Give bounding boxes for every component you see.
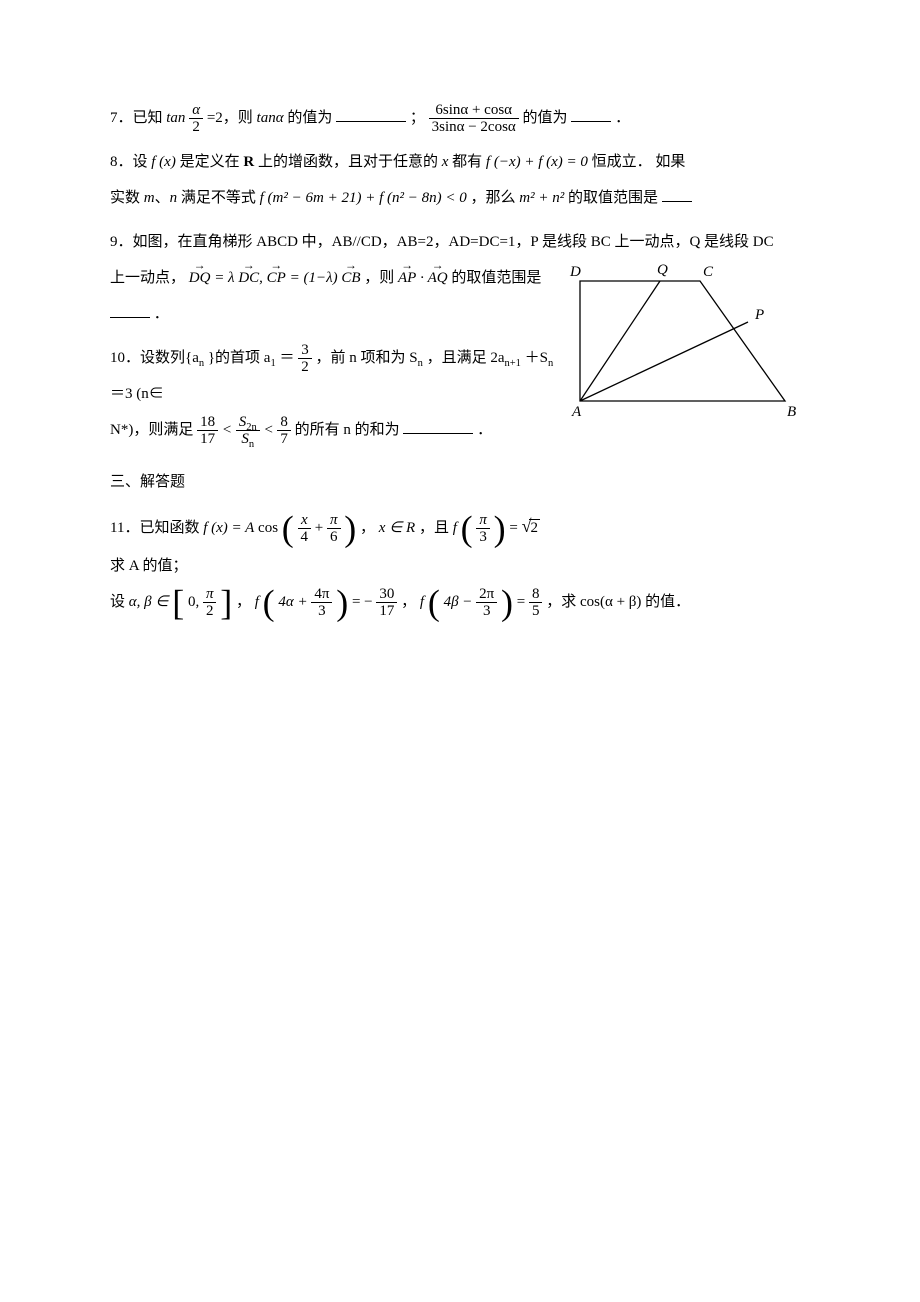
vec-DQ: DQ <box>189 260 211 296</box>
q10-frac-S2nSn: S2n Sn <box>236 414 260 448</box>
q7-devalue1: 的值为 <box>287 110 332 126</box>
vec-CP: CP <box>267 260 286 296</box>
q7-eq2: =2，则 <box>207 110 253 126</box>
q11-line1: 11．已知函数 f (x) = A cos ( x 4 + π 6 ) ， x … <box>110 505 800 548</box>
blank-q8 <box>662 184 692 202</box>
q9-line1: 9．如图，在直角梯形 ABCD 中，AB//CD，AB=2，AD=DC=1，P … <box>110 224 800 260</box>
svg-text:Q: Q <box>657 262 668 278</box>
q7-frac-alpha-2: α 2 <box>189 102 203 136</box>
svg-text:D: D <box>569 264 581 280</box>
q10-frac-32: 3 2 <box>298 342 312 376</box>
blank-q10 <box>403 416 473 434</box>
svg-text:C: C <box>703 264 714 280</box>
q7-prefix: 7．已知 <box>110 110 163 126</box>
section-3-heading: 三、解答题 <box>110 466 800 499</box>
sqrt-2-icon: √2 <box>522 505 540 548</box>
question-10: 10．设数列{an }的首项 a1 ＝ 3 2 ，前 n 项和为 Sn ，且满足… <box>110 340 800 448</box>
vec-CB: CB <box>341 260 360 296</box>
q7-semi: ； <box>410 110 425 126</box>
q7-devalue2: 的值为 <box>523 110 568 126</box>
q7-period: ． <box>615 110 630 126</box>
question-9: 9．如图，在直角梯形 ABCD 中，AB//CD，AB=2，AD=DC=1，P … <box>110 224 800 332</box>
blank-q9 <box>110 300 150 318</box>
q10-line1: 10．设数列{an }的首项 a1 ＝ 3 2 ，前 n 项和为 Sn ，且满足… <box>110 340 800 412</box>
q8-line1: 8．设 f (x) 是定义在 R 上的增函数，且对于任意的 x 都有 f (−x… <box>110 144 800 180</box>
question-7: 7．已知 tan α 2 =2，则 tanα 的值为 ； 6sinα + cos… <box>110 100 800 136</box>
q11-line3: 设 α, β ∈ [ 0, π 2 ] ， f ( 4α + 4π 3 ) = … <box>110 584 800 620</box>
question-11: 11．已知函数 f (x) = A cos ( x 4 + π 6 ) ， x … <box>110 505 800 620</box>
q7-tan1: tan <box>166 110 185 126</box>
vec-AP: AP <box>398 260 416 296</box>
q10-frac-87: 8 7 <box>277 414 291 448</box>
q7-frac-trig: 6sinα + cosα 3sinα − 2cosα <box>429 102 519 136</box>
q10-line2: N*)，则满足 18 17 < S2n Sn < 8 7 的所有 n 的和为 ． <box>110 412 800 448</box>
q10-frac-1817: 18 17 <box>197 414 218 448</box>
q7-tan2: tan <box>257 110 276 126</box>
blank-q7-2 <box>571 104 611 122</box>
q11-line2: 求 A 的值； <box>110 548 800 584</box>
question-8: 8．设 f (x) 是定义在 R 上的增函数，且对于任意的 x 都有 f (−x… <box>110 144 800 216</box>
q8-line2: 实数 m、n 满足不等式 f (m² − 6m + 21) + f (n² − … <box>110 180 800 216</box>
vec-AQ: AQ <box>428 260 448 296</box>
blank-q7-1 <box>336 104 406 122</box>
vec-DC: DC <box>238 260 259 296</box>
svg-text:P: P <box>754 307 764 323</box>
